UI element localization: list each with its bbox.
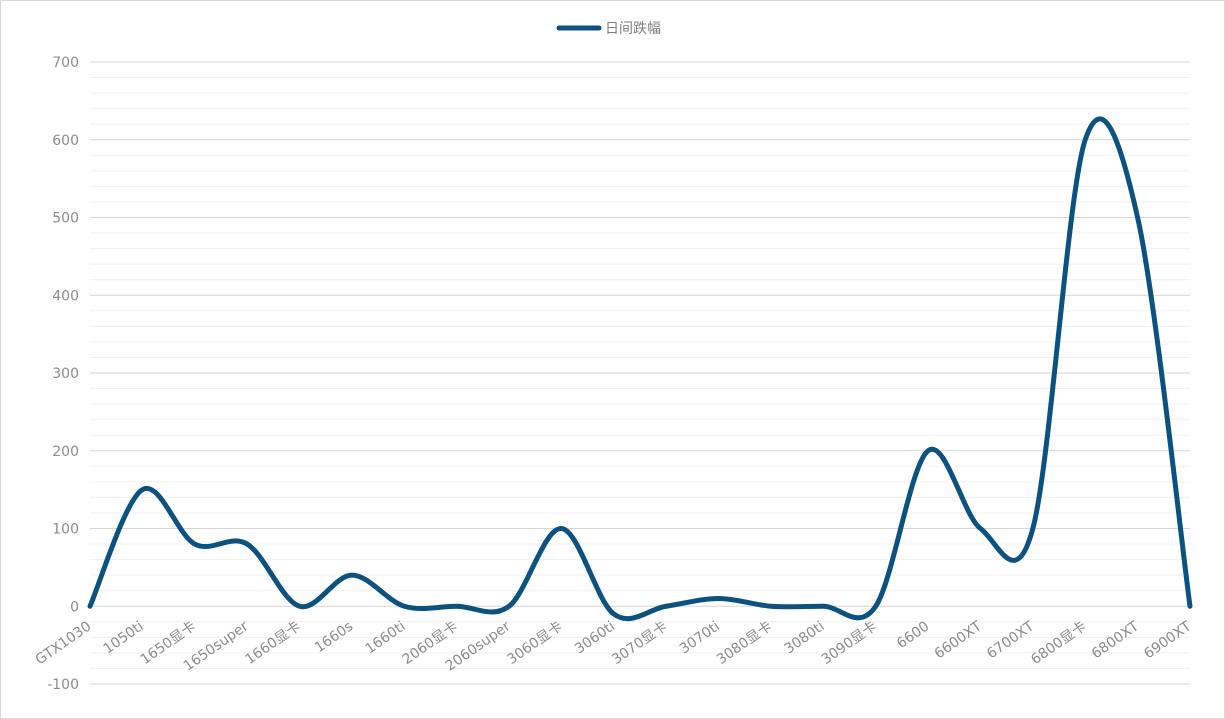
x-tick-label: 6800显卡 xyxy=(1028,618,1089,668)
x-tick-label: 1050ti xyxy=(101,618,147,657)
axis-layer: -100 0 100 200 300 400 500 600 700 GTX1030 1050ti 1… xyxy=(33,55,1195,693)
legend[interactable]: 日间跌幅 xyxy=(556,21,661,37)
x-tick-label: 3060显卡 xyxy=(504,618,565,668)
x-tick-label: 3060ti xyxy=(572,618,618,657)
y-tick-label: 0 xyxy=(70,599,79,615)
legend-label: 日间跌幅 xyxy=(605,21,661,37)
x-tick-label: 3080ti xyxy=(782,618,828,657)
series-line[interactable] xyxy=(87,116,1193,622)
y-tick-label: 200 xyxy=(52,444,79,460)
y-tick-label: 700 xyxy=(52,55,79,71)
x-tick-label: 1660ti xyxy=(363,618,409,657)
grid-layer xyxy=(90,61,1190,685)
y-tick-label: 300 xyxy=(52,366,79,382)
x-tick-label: GTX1030 xyxy=(33,618,95,668)
x-tick-label: 3070ti xyxy=(677,618,723,657)
y-tick-label: 400 xyxy=(52,288,79,304)
x-tick-label: 6800XT xyxy=(1089,618,1142,662)
x-tick-label: 3090显卡 xyxy=(819,618,880,668)
y-tick-label: 600 xyxy=(52,133,79,149)
series-layer xyxy=(87,116,1193,622)
x-tick-label: 3080显卡 xyxy=(714,618,775,668)
x-tick-label: 6600 xyxy=(894,618,932,652)
y-tick-label: 100 xyxy=(52,522,79,538)
x-tick-label: 6900XT xyxy=(1141,618,1194,662)
y-tick-label: -100 xyxy=(47,677,79,693)
x-tick-label: 3070显卡 xyxy=(609,618,670,668)
x-tick-label: 6600XT xyxy=(932,618,985,662)
y-tick-label: 500 xyxy=(52,211,79,227)
x-tick-label: 1660显卡 xyxy=(243,618,304,668)
